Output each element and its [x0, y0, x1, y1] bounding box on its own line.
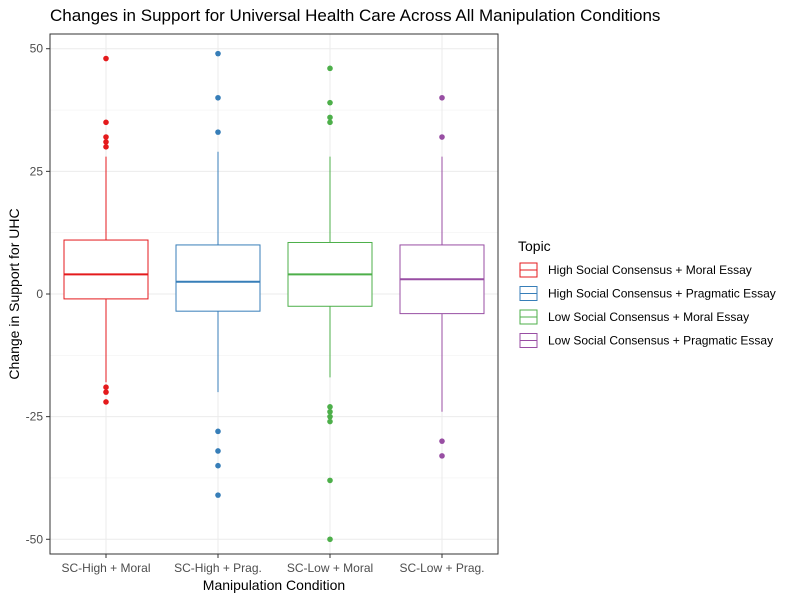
outlier-point [215, 94, 221, 101]
axis-layer: -50 -25 0 25 50 SC-High + Moral SC-High + Prag… [26, 42, 485, 575]
outlier-point [215, 492, 221, 498]
legend-item: Low Social Consensus + Pragmatic Essay [519, 333, 773, 348]
outlier-point [103, 119, 109, 126]
outlier-point [327, 65, 333, 72]
y-tick-label: 0 [36, 287, 43, 301]
boxplot-group [63, 55, 149, 405]
outlier-point [439, 134, 445, 140]
x-tick-label: SC-Low + Moral [287, 561, 373, 575]
outlier-point [103, 384, 109, 391]
boxplot-group [175, 50, 261, 498]
outlier-point [103, 139, 109, 145]
outlier-point [215, 428, 221, 435]
legend-label: High Social Consensus + Moral Essay [548, 263, 752, 277]
outlier-point [327, 119, 333, 126]
outlier-point [215, 129, 221, 135]
y-tick-label: 25 [30, 164, 44, 178]
legend-item: High Social Consensus + Moral Essay [519, 262, 752, 278]
outlier-point [327, 99, 333, 106]
x-axis-title: Manipulation Condition [203, 577, 345, 593]
legend: Topic High Social Consensus + Moral Essa… [518, 238, 776, 348]
legend-title: Topic [518, 238, 551, 254]
x-tick-label: SC-High + Prag. [174, 561, 262, 575]
y-axis-title: Change in Support for UHC [6, 208, 22, 379]
legend-label: Low Social Consensus + Pragmatic Essay [548, 334, 773, 348]
outlier-point [327, 413, 333, 420]
boxplot-group [287, 65, 373, 543]
outlier-point [327, 404, 333, 410]
outlier-point [327, 418, 333, 425]
boxplot-group [399, 94, 485, 459]
legend-item: High Social Consensus + Pragmatic Essay [519, 286, 776, 301]
legend-label: Low Social Consensus + Moral Essay [548, 310, 749, 324]
outlier-point [439, 438, 445, 444]
outlier-point [215, 50, 221, 57]
box-layer [63, 50, 485, 543]
x-tick-label: SC-High + Moral [61, 561, 150, 575]
outlier-point [215, 462, 221, 469]
y-tick-label: 50 [30, 42, 44, 56]
legend-label: High Social Consensus + Pragmatic Essay [548, 287, 776, 301]
outlier-point [215, 448, 221, 454]
outlier-point [327, 477, 333, 484]
box [63, 239, 149, 300]
outlier-point [103, 55, 109, 62]
outlier-point [439, 94, 445, 101]
outlier-point [103, 399, 109, 405]
x-tick-label: SC-Low + Prag. [399, 561, 484, 575]
chart-title: Changes in Support for Universal Health … [50, 6, 661, 25]
box [175, 244, 261, 312]
outlier-point [103, 389, 109, 395]
legend-item: Low Social Consensus + Moral Essay [519, 309, 749, 325]
outlier-point [327, 114, 333, 121]
outlier-point [103, 134, 109, 140]
y-tick-label: -25 [26, 410, 44, 424]
outlier-point [439, 453, 445, 459]
y-tick-label: -50 [26, 532, 44, 546]
outlier-point [327, 408, 333, 415]
outlier-point [327, 536, 333, 543]
outlier-point [103, 144, 109, 150]
